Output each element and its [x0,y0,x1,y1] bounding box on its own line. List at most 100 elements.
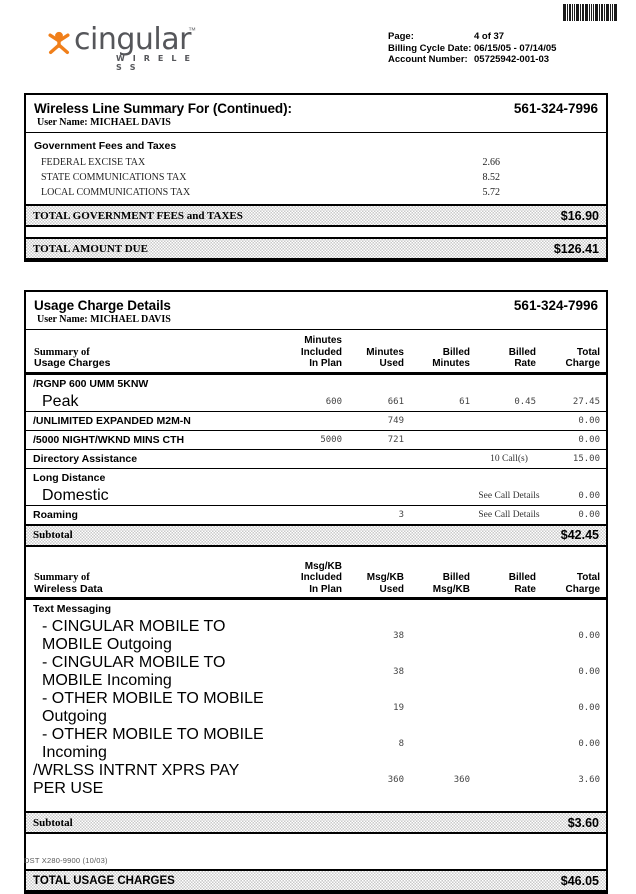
row-used: 721 [387,434,404,445]
barcode-bar [567,4,568,21]
wireless-line-summary-phone: 561-324-7996 [513,101,598,116]
usage-subtotal-label: Subtotal [33,529,73,541]
row-used [348,468,410,487]
wireless-data-subtotal-row: Subtotal $3.60 [26,811,606,834]
table-row: Directory Assistance 10 Call(s) 15.00 [26,449,606,468]
wireless-data-column-header: Msg/KB Summary of Included Msg/KB Billed… [26,556,606,599]
row-included [276,762,348,798]
barcode-bar [610,4,611,21]
barcode-bar [601,4,603,21]
barcode-bar [574,4,575,21]
barcode-bar [595,4,598,21]
row-rate [476,600,542,619]
row-used: 3 [398,509,404,520]
row-charge [542,600,606,619]
head-total-charge-2: Charge [565,358,600,369]
dhead-msgkb-included-2: Included [300,572,342,583]
row-used: 38 [393,667,404,677]
row-label: /WRLSS INTRNT XPRS PAY PER USE [33,762,239,797]
dhead-summary-of: Summary of [34,572,90,583]
head-billed-rate-1: Billed [508,346,536,358]
row-used [348,374,410,393]
row-label: Peak [42,392,79,410]
total-usage-charges-label: TOTAL USAGE CHARGES [33,874,175,887]
fee-amount: 8.52 [482,172,501,183]
table-row: /WRLSS INTRNT XPRS PAY PER USE 360 360 3.60 [26,762,606,798]
dhead-msgkb-used-2: Used [379,583,404,595]
meta-row-account-number: Account Number: 05725942-001-03 [388,54,556,66]
row-included [276,654,348,690]
row-rate [476,654,542,690]
account-meta-block: Page: 4 of 37 Billing Cycle Date: 06/15/… [388,31,556,66]
row-billed [410,690,476,726]
head-minutes-used-2: Used [379,358,404,369]
row-label: /RGNP 600 UMM 5KNW [33,377,149,390]
row-billed [410,505,476,524]
row-charge: 0.00 [578,490,600,501]
table-row: Peak 600 661 61 0.45 27.45 [26,393,606,412]
row-included [276,618,348,654]
row-billed: 61 [459,396,470,407]
government-fees-table: FEDERAL EXCISE TAX 2.66 STATE COMMUNICATIO… [26,155,606,200]
page-header: cingular ™ W I R E L E S S Page: 4 of 37… [0,0,636,86]
account-number-label: Account Number: [388,54,468,66]
dhead-total-charge-1: Total [576,572,600,583]
form-code-footer: DST X280-9900 (10/03) [24,856,108,865]
row-label: Directory Assistance [33,452,138,465]
row-charge: 15.00 [572,453,600,464]
head-minutes-used-1: Minutes [366,346,404,358]
government-fees-title: Government Fees and Taxes [34,140,177,152]
row-billed [410,449,476,468]
page-value: 4 of 37 [474,31,505,42]
dhead-wireless-data: Wireless Data [34,582,103,595]
row-charge: 0.00 [578,667,600,677]
row-used [348,600,410,619]
wireless-line-summary-box: Wireless Line Summary For (Continued): 5… [24,93,608,262]
barcode-bar [604,4,605,21]
row-label: - CINGULAR MOBILE TO MOBILE Outgoing [42,618,226,653]
row-billed [410,411,476,430]
row-used: 19 [393,703,404,713]
row-label: Long Distance [33,471,106,484]
total-amount-due-value: $126.41 [553,241,599,256]
barcode-bar [569,4,571,21]
row-rate [476,690,542,726]
usage-subtotal-row: Subtotal $42.45 [26,523,606,547]
table-row: - CINGULAR MOBILE TO MOBILE Incoming 38 0.… [26,654,606,690]
row-billed [410,726,476,762]
table-row: STATE COMMUNICATIONS TAX 8.52 [26,170,606,185]
table-row: LOCAL COMMUNICATIONS TAX 5.72 [26,185,606,200]
total-amount-due-row: TOTAL AMOUNT DUE $126.41 [26,237,606,260]
total-government-fees-value: $16.90 [560,208,599,223]
dhead-billed-msgkb-2: Msg/KB [432,583,470,595]
barcode-bar [593,4,594,21]
row-billed [410,487,476,506]
barcode-bar [563,4,566,21]
head-usage-charges: Usage Charges [34,357,111,369]
total-usage-charges-value: $46.05 [560,873,599,888]
head-total-charge-1: Total [576,346,600,358]
fee-name: FEDERAL EXCISE TAX [41,157,146,168]
table-row: - OTHER MOBILE TO MOBILE Outgoing 19 0.00 [26,690,606,726]
row-rate [476,762,542,798]
usage-charge-details-box: Usage Charge Details 561-324-7996 User N… [24,290,608,894]
row-label: - OTHER MOBILE TO MOBILE Incoming [42,726,264,761]
cingular-logo: cingular ™ W I R E L E S S [46,22,196,72]
table-row: Text Messaging [26,599,606,619]
barcode-bar [576,4,579,21]
row-included [276,690,348,726]
fee-name: LOCAL COMMUNICATIONS TAX [41,187,191,198]
barcode-bar [589,4,590,21]
usage-charge-details-username: User Name: MICHAEL DAVIS [37,314,171,325]
wireless-data-subtotal-value: $3.60 [567,815,599,830]
fee-name: STATE COMMUNICATIONS TAX [41,172,187,183]
usage-charge-details-header: Usage Charge Details 561-324-7996 User N… [26,292,606,330]
row-rate [476,468,542,487]
row-charge: 3.60 [578,775,600,785]
billing-cycle-value: 06/15/05 - 07/14/05 [474,42,557,54]
row-label: Domestic [42,486,109,504]
row-charge: 0.00 [578,739,600,749]
wireless-line-summary-header: Wireless Line Summary For (Continued): 5… [26,95,606,133]
barcode-bar [580,4,581,21]
row-charge: 0.00 [578,703,600,713]
